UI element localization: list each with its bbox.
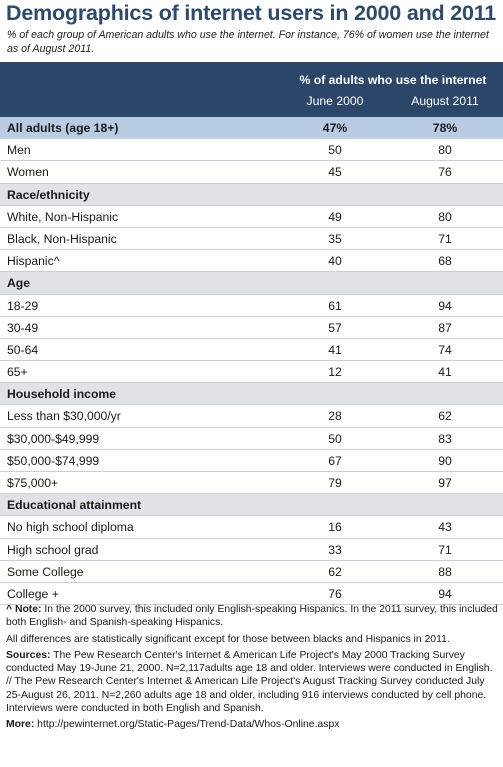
value-june-2000: 57 xyxy=(328,320,342,335)
row-label: Men xyxy=(7,143,31,158)
value-june-2000: 76 xyxy=(328,586,342,601)
table-row: 50-64 41 74 xyxy=(0,339,503,362)
value-june-2000: 12 xyxy=(328,365,342,380)
table-row: Some College 62 88 xyxy=(0,561,503,583)
row-label: $30,000-$49,999 xyxy=(7,431,100,446)
value-june-2000: 62 xyxy=(328,564,342,579)
value-august-2011: 71 xyxy=(438,231,452,246)
table-row: High school grad 33 71 xyxy=(0,539,503,561)
value-august-2011: 76 xyxy=(438,165,452,180)
row-label: All adults (age 18+) xyxy=(7,121,119,135)
table-row: No high school diploma 16 43 xyxy=(0,516,503,539)
value-august-2011: 94 xyxy=(438,298,452,313)
row-label: High school grad xyxy=(7,542,99,557)
value-august-2011: 62 xyxy=(438,409,452,424)
row-label: Women xyxy=(7,165,49,180)
value-june-2000: 33 xyxy=(328,542,342,557)
value-june-2000: 41 xyxy=(328,342,342,357)
table-row: All adults (age 18+) 47% 78% xyxy=(0,117,503,140)
note-label: ^ Note: xyxy=(6,604,42,615)
value-august-2011: 43 xyxy=(438,520,452,535)
spanning-header: % of adults who use the internet xyxy=(299,73,487,87)
chart-title: Demographics of internet users in 2000 a… xyxy=(6,1,497,25)
table-row: $30,000-$49,999 50 83 xyxy=(0,428,503,450)
value-june-2000: 67 xyxy=(328,453,342,468)
section-header-row: Race/ethnicity xyxy=(0,183,503,206)
section-header-row: Household income xyxy=(0,383,503,406)
row-label: Black, Non-Hispanic xyxy=(7,231,117,246)
value-august-2011: 80 xyxy=(438,143,452,158)
row-label: $50,000-$74,999 xyxy=(7,453,100,468)
value-august-2011: 88 xyxy=(438,564,452,579)
table-row: $75,000+ 79 97 xyxy=(0,472,503,495)
row-label: Some College xyxy=(7,564,84,579)
table-header: % of adults who use the internet June 20… xyxy=(0,62,503,117)
value-june-2000: 79 xyxy=(328,476,342,490)
sources-text: The Pew Research Center's Internet & Ame… xyxy=(6,649,493,715)
significance-note: All differences are statistically signif… xyxy=(6,633,450,645)
table-row: 65+ 12 41 xyxy=(0,361,503,384)
table-row: $50,000-$74,999 67 90 xyxy=(0,450,503,472)
column-header-june-2000: June 2000 xyxy=(306,94,364,108)
row-label: 18-29 xyxy=(7,298,39,313)
more-label: More: xyxy=(6,719,35,731)
value-august-2011: 87 xyxy=(438,320,452,335)
chart-subtitle: % of each group of American adults who u… xyxy=(7,29,489,55)
table-row: College + 76 94 xyxy=(0,583,503,606)
section-header-row: Educational attainment xyxy=(0,494,503,517)
value-june-2000: 49 xyxy=(328,209,342,224)
value-june-2000: 40 xyxy=(328,254,342,269)
section-label: Educational attainment xyxy=(7,498,142,513)
value-august-2011: 83 xyxy=(438,431,452,446)
more-paragraph: More: http://pewinternet.org/Static-Page… xyxy=(6,718,500,731)
table-row: Men 50 80 xyxy=(0,139,503,162)
value-june-2000: 47% xyxy=(322,121,348,135)
row-label: College + xyxy=(7,586,59,601)
row-label: No high school diploma xyxy=(7,520,134,535)
sources-label: Sources: xyxy=(6,649,51,661)
table-row: Less than $30,000/yr 28 62 xyxy=(0,405,503,428)
value-june-2000: 61 xyxy=(328,298,342,313)
value-august-2011: 41 xyxy=(438,365,452,380)
value-august-2011: 94 xyxy=(438,586,452,601)
table-body: All adults (age 18+) 47% 78% Men 50 80 Women 45… xyxy=(0,117,503,606)
value-august-2011: 71 xyxy=(438,542,452,557)
section-label: Race/ethnicity xyxy=(7,187,90,202)
notes-section: ^ Note: In the 2000 survey, this include… xyxy=(6,603,500,735)
row-label: White, Non-Hispanic xyxy=(7,209,119,224)
value-august-2011: 68 xyxy=(438,254,452,269)
value-june-2000: 16 xyxy=(328,520,342,535)
row-label: 65+ xyxy=(7,365,28,380)
table-row: 18-29 61 94 xyxy=(0,295,503,317)
section-label: Household income xyxy=(7,387,117,402)
row-label: Hispanic^ xyxy=(7,254,60,269)
table-row: Women 45 76 xyxy=(0,161,503,184)
value-june-2000: 28 xyxy=(328,409,342,424)
value-august-2011: 78% xyxy=(432,121,458,135)
more-link[interactable]: http://pewinternet.org/Static-Pages/Tren… xyxy=(34,719,340,731)
table-row: Black, Non-Hispanic 35 71 xyxy=(0,228,503,251)
row-label: 50-64 xyxy=(7,342,39,357)
value-august-2011: 90 xyxy=(438,453,452,468)
row-label: $75,000+ xyxy=(7,476,59,490)
column-header-august-2011: August 2011 xyxy=(411,94,479,108)
table-row: 30-49 57 87 xyxy=(0,317,503,339)
value-august-2011: 97 xyxy=(438,476,452,490)
data-table: % of adults who use the internet June 20… xyxy=(0,62,503,606)
value-august-2011: 74 xyxy=(438,342,452,357)
section-label: Age xyxy=(7,276,31,291)
row-label: 30-49 xyxy=(7,320,39,335)
row-label: Less than $30,000/yr xyxy=(7,409,121,424)
sources-paragraph: Sources: The Pew Research Center's Inter… xyxy=(6,649,500,715)
value-june-2000: 50 xyxy=(328,143,342,158)
value-june-2000: 35 xyxy=(328,231,342,246)
note-text: In the 2000 survey, this included only E… xyxy=(6,604,498,629)
value-august-2011: 80 xyxy=(438,209,452,224)
note-paragraph: ^ Note: In the 2000 survey, this include… xyxy=(6,603,500,630)
table-row: White, Non-Hispanic 49 80 xyxy=(0,206,503,228)
value-june-2000: 45 xyxy=(328,165,342,180)
table-row: Hispanic^ 40 68 xyxy=(0,250,503,273)
section-header-row: Age xyxy=(0,272,503,295)
value-june-2000: 50 xyxy=(328,431,342,446)
